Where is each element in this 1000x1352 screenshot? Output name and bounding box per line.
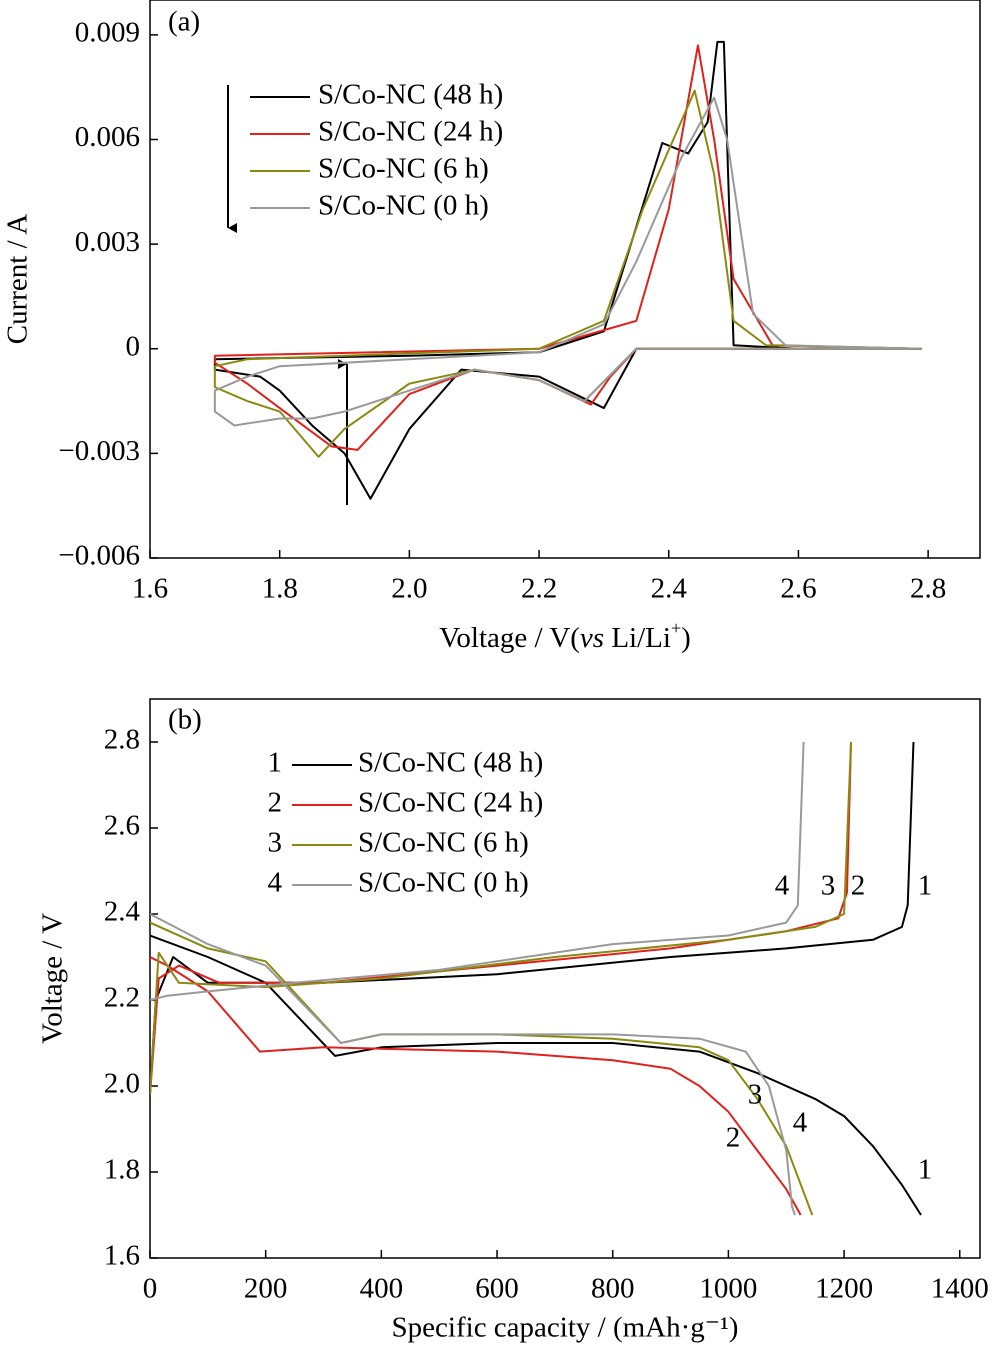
x-tick-label: 1200 [815,1273,873,1305]
curve-label: 3 [821,870,836,902]
legend-number: 3 [268,827,283,859]
legend-label: S/Co-NC (6 h) [318,153,489,185]
x-tick-label: 2.6 [780,573,816,605]
y-tick-label: 2.0 [104,1068,140,1100]
x-tick-label: 200 [244,1273,288,1305]
x-tick-label: 800 [591,1273,635,1305]
x-tick-label: 0 [143,1273,158,1305]
panel-label: (a) [168,6,200,38]
x-axis-label-part: ) [681,622,691,654]
data-line [150,741,922,1216]
x-tick-label: 2.0 [391,573,427,605]
data-line [150,741,805,1216]
legend-label: S/Co-NC (24 h) [358,787,543,819]
x-axis-label: Voltage / V(vs Li/Li+) [439,618,691,654]
x-tick-label: 2.2 [521,573,557,605]
x-axis-label: Specific capacity / (mAh·g⁻¹) [392,1312,739,1344]
legend-label: S/Co-NC (0 h) [318,190,489,222]
legend-number: 1 [268,747,283,779]
x-axis-label-part: Voltage / V( [439,622,580,654]
curve-label: 4 [775,870,790,902]
y-tick-label: −0.006 [58,540,140,572]
y-tick-label: 1.8 [104,1154,140,1186]
data-line [213,96,922,427]
x-axis-label-part: Li/Li [604,622,671,654]
x-tick-label: 2.8 [910,573,946,605]
legend-number: 4 [268,867,283,899]
legend-label: S/Co-NC (6 h) [358,827,529,859]
data-line [150,741,853,1216]
legend-number: 2 [268,787,283,819]
legend-label: S/Co-NC (0 h) [358,867,529,899]
curve-label: 4 [793,1107,808,1139]
y-tick-label: 2.8 [104,724,140,756]
x-tick-label: 1.8 [262,573,298,605]
plot-frame [149,0,981,559]
y-tick-label: 2.6 [104,810,140,842]
y-tick-label: 1.6 [104,1240,140,1272]
y-axis-label: Current / A [2,214,34,345]
y-tick-label: 0.003 [75,226,140,258]
y-tick-label: 0.006 [75,121,140,153]
legend-label: S/Co-NC (48 h) [318,79,503,111]
y-tick-label: 0 [126,330,141,362]
x-tick-label: 1400 [931,1273,989,1305]
x-tick-label: 1000 [699,1273,757,1305]
legend-label: S/Co-NC (24 h) [318,116,503,148]
y-tick-label: 2.4 [104,896,141,928]
x-axis-label-part: + [671,618,681,638]
x-tick-label: 2.4 [651,573,688,605]
curve-label: 1 [918,870,933,902]
x-tick-label: 600 [475,1273,519,1305]
curve-label: 2 [851,870,866,902]
y-tick-label: 2.2 [104,982,140,1014]
legend-label: S/Co-NC (48 h) [358,747,543,779]
x-axis-label-part: vs [580,622,604,654]
x-tick-label: 1.6 [132,573,168,605]
y-tick-label: −0.003 [58,435,140,467]
curve-label: 3 [748,1079,763,1111]
panel-label: (b) [168,704,202,736]
curve-label: 2 [726,1122,741,1154]
curve-label: 1 [918,1154,933,1186]
y-tick-label: 0.009 [75,17,140,49]
y-axis-label: Voltage / V [37,913,69,1044]
x-tick-label: 400 [360,1273,404,1305]
plot-frame [149,698,981,1259]
